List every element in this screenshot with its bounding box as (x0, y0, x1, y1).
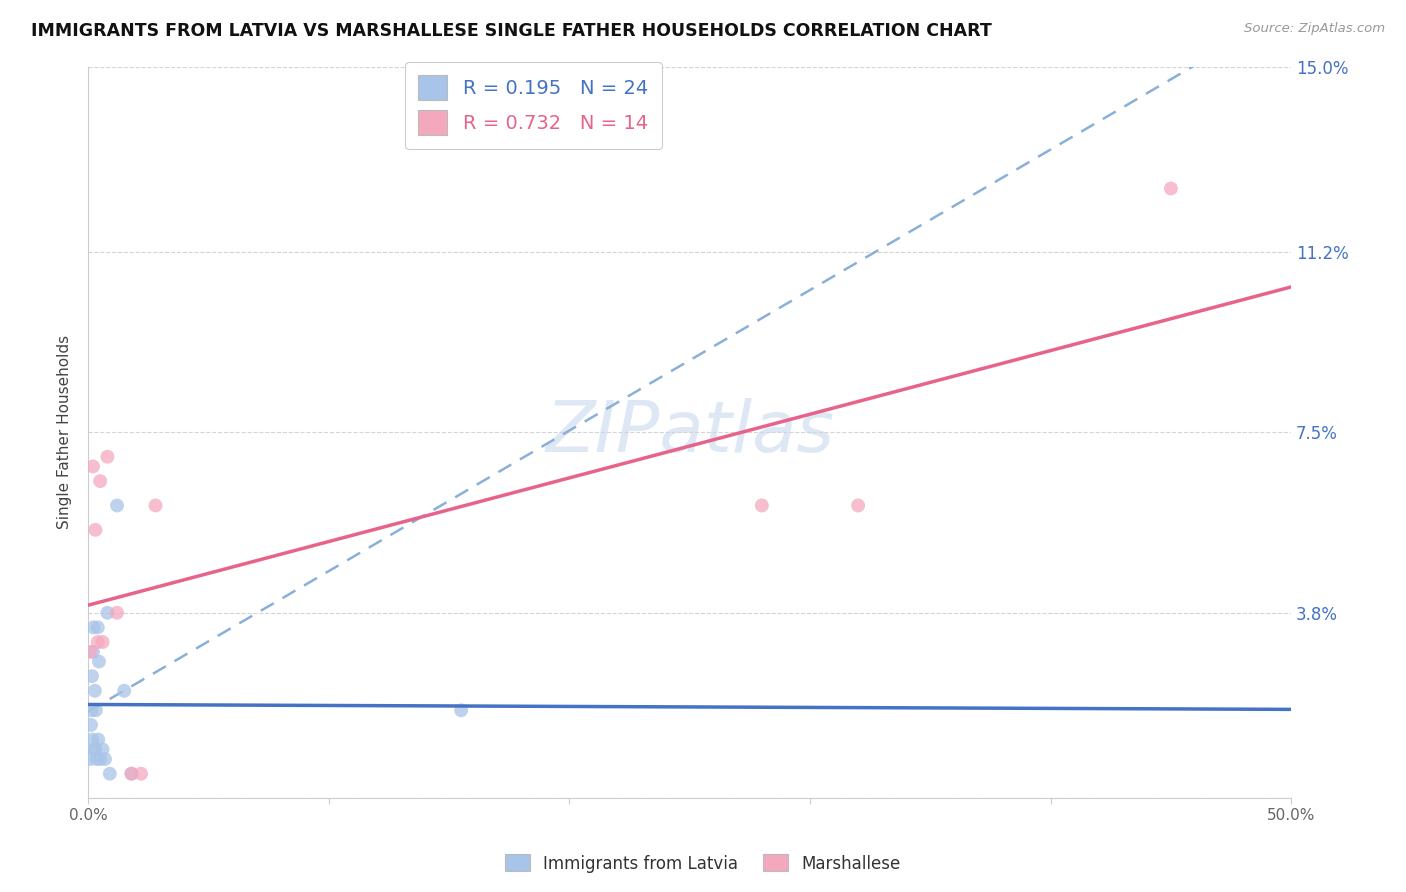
Point (84, 523, 107, 537)
Point (98, 766, 121, 780)
Point (80, 718, 103, 732)
Text: Source: ZipAtlas.com: Source: ZipAtlas.com (1244, 22, 1385, 36)
Text: ZIPatlas: ZIPatlas (546, 398, 834, 467)
Point (96, 450, 118, 464)
Point (94, 752, 117, 766)
Point (121, 766, 143, 780)
Point (96, 606, 118, 620)
Point (79, 752, 101, 766)
Point (82, 459, 104, 474)
Point (89, 474, 111, 488)
Point (84, 742, 107, 756)
Point (80, 669, 103, 683)
Point (112, 683, 135, 698)
Y-axis label: Single Father Households: Single Father Households (58, 335, 72, 529)
Point (105, 606, 128, 620)
Point (91, 635, 114, 649)
Point (86, 752, 108, 766)
Text: IMMIGRANTS FROM LATVIA VS MARSHALLESE SINGLE FATHER HOUSEHOLDS CORRELATION CHART: IMMIGRANTS FROM LATVIA VS MARSHALLESE SI… (31, 22, 991, 40)
Point (79, 645, 101, 659)
Point (105, 499, 128, 513)
Point (84, 703, 107, 717)
Point (87, 620, 110, 634)
Point (87, 732, 110, 747)
Point (91, 742, 114, 756)
Point (450, 703, 472, 717)
Point (145, 499, 167, 513)
Point (129, 766, 152, 780)
Point (87, 635, 110, 649)
Point (80, 703, 103, 717)
Point (89, 752, 111, 766)
Point (751, 499, 773, 513)
Point (121, 766, 143, 780)
Point (83, 742, 105, 756)
Point (83, 683, 105, 698)
Point (87, 655, 110, 669)
Point (1160, 181, 1182, 195)
Point (82, 645, 104, 659)
Point (82, 732, 104, 747)
Legend: R = 0.195   N = 24, R = 0.732   N = 14: R = 0.195 N = 24, R = 0.732 N = 14 (405, 62, 662, 149)
Legend: Immigrants from Latvia, Marshallese: Immigrants from Latvia, Marshallese (498, 847, 908, 880)
Point (82, 620, 104, 634)
Point (846, 499, 869, 513)
